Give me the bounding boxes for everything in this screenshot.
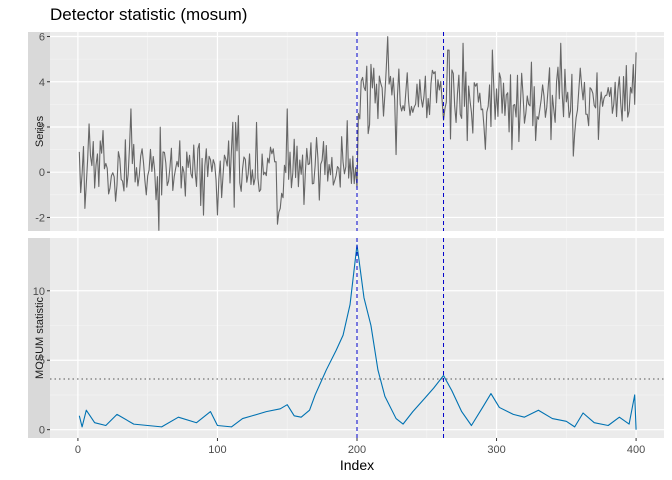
y-tick-label: 4 xyxy=(39,77,45,89)
y-tick-label: 0 xyxy=(39,167,45,179)
series-line-mosum-statistic xyxy=(78,244,637,430)
panel-strip-label-series: Series xyxy=(34,115,46,147)
x-axis-label: Index xyxy=(340,457,374,473)
panel-strip-mosum-statistic xyxy=(28,238,50,438)
y-tick-label: 2 xyxy=(39,122,45,134)
x-tick-label: 100 xyxy=(208,444,226,456)
x-tick-label: 400 xyxy=(627,444,645,456)
y-tick-label: 10 xyxy=(33,286,45,298)
chart-title: Detector statistic (mosum) xyxy=(50,5,247,24)
y-tick-label: -2 xyxy=(35,212,45,224)
panel-strip-series xyxy=(28,32,50,231)
x-tick-label: 200 xyxy=(348,444,366,456)
series-line-series xyxy=(78,36,637,231)
x-tick-label: 300 xyxy=(487,444,505,456)
y-tick-label: 0 xyxy=(39,425,45,437)
y-tick-label: 6 xyxy=(39,32,45,44)
y-tick-label: 5 xyxy=(39,355,45,367)
panel-strip-label-mosum-statistic: MOSUM statistic xyxy=(34,297,46,379)
x-tick-label: 0 xyxy=(75,444,81,456)
